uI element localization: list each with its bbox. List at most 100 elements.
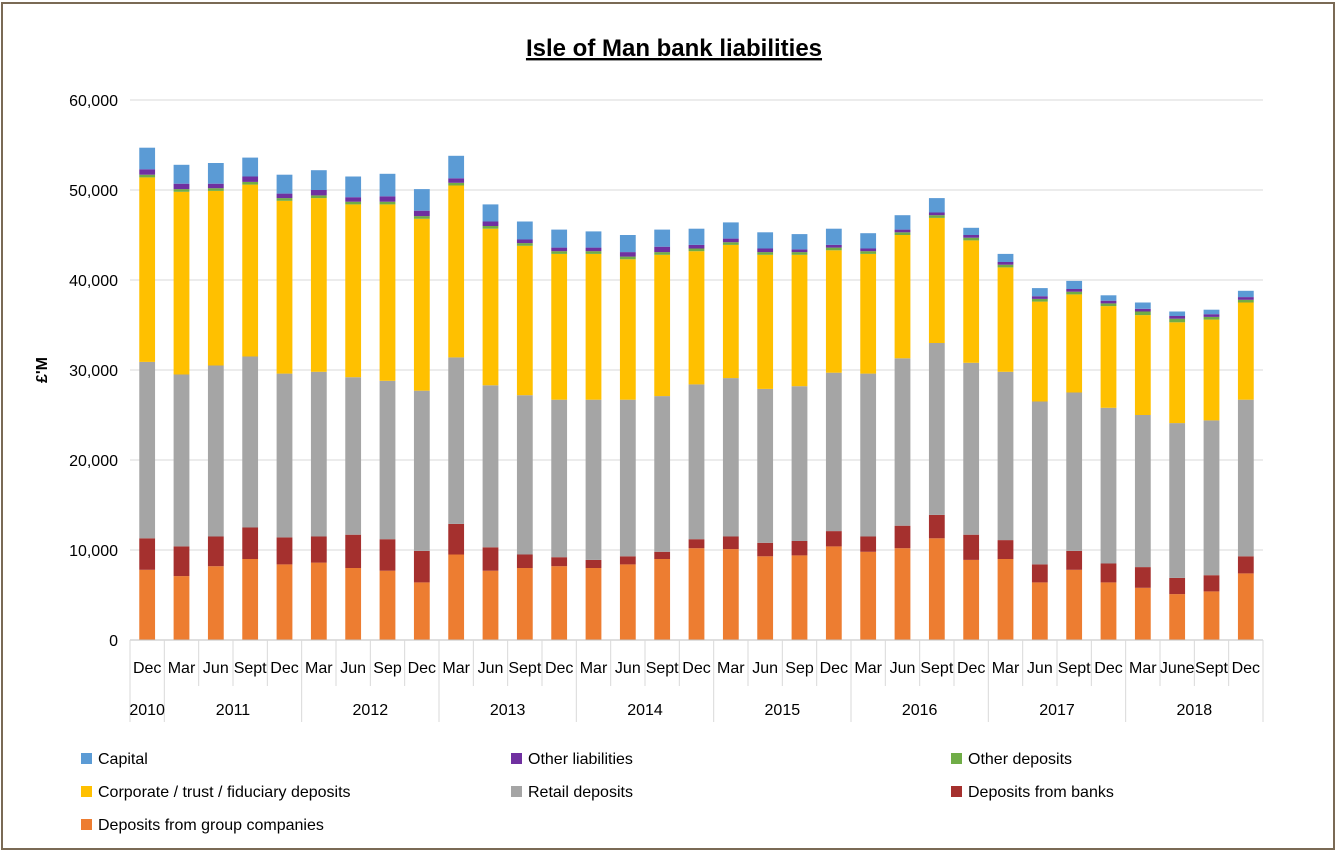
bar-segment [894,548,911,640]
legend-label: Capital [98,751,148,768]
bar-segment [173,189,190,192]
x-category-label: Mar [305,660,333,677]
bar-segment [825,546,842,640]
bar-segment [413,216,430,219]
y-tick-label: 0 [109,633,118,650]
bar-segment [310,536,327,563]
bar-segment [619,564,636,640]
bar-segment [1237,399,1254,557]
bar-segment [619,259,636,400]
bar-segment [1237,302,1254,400]
bar-segment [345,201,362,205]
x-category-label: Sept [1058,660,1091,677]
bar-segment [1134,315,1151,415]
y-axis-label: £'M [34,357,51,383]
legend-label: Other deposits [968,751,1072,768]
bar-segment [242,157,259,177]
chart-svg: Isle of Man bank liabilities £'M 0 10,000… [34,35,1264,834]
bar-segment [894,232,911,235]
bar-segment [448,178,465,183]
x-category-label: Mar [580,660,608,677]
bar-segment [173,191,190,375]
bar-segment [139,538,156,570]
bar-segment [860,536,877,552]
bar-segment [997,540,1014,559]
x-category-label: Mar [168,660,196,677]
y-tick-label: 10,000 [69,543,118,560]
bar-segment [139,177,156,362]
bar-segment [276,174,293,194]
bar-segment [928,538,945,640]
bar-segment [173,164,190,184]
bar-segment [963,559,980,640]
bar-segment [345,377,362,535]
bar-segment [1203,591,1220,640]
x-category-label: Dec [270,660,298,677]
bar-segment [345,197,362,202]
bar-segment [448,554,465,640]
bar-segment [173,546,190,577]
bar-segment [207,536,224,567]
bars [139,147,1254,640]
bar-segment [1169,594,1186,640]
bar-segment [791,234,808,250]
bar-segment [1031,296,1048,299]
bar-segment [379,196,396,202]
x-year-label: 2010 [129,702,165,719]
bar-segment [207,190,224,366]
bar-segment [379,380,396,540]
bar-segment [482,226,499,229]
bar-segment [825,228,842,245]
bar-segment [448,182,465,186]
x-category-label: Sept [920,660,953,677]
bar-segment [551,251,568,254]
bar-segment [1169,577,1186,595]
x-category-label: Mar [717,660,745,677]
bar-segment [448,155,465,179]
x-category-label: Jun [752,660,778,677]
legend-swatch [511,786,522,797]
bar-segment [448,185,465,358]
bar-segment [242,181,259,185]
bar-segment [276,564,293,640]
x-category-label: Jun [890,660,916,677]
x-category-label: Jun [1027,660,1053,677]
bar-segment [722,549,739,640]
x-category-label: Sept [646,660,679,677]
bar-segment [654,396,671,552]
bar-segment [928,514,945,539]
bar-segment [1100,563,1117,583]
bar-segment [585,253,602,400]
bar-segment [482,547,499,571]
bar-segment [310,562,327,640]
bar-segment [276,537,293,565]
x-category-label: Jun [478,660,504,677]
bar-segment [1100,306,1117,408]
bar-segment [963,227,980,235]
bar-segment [379,201,396,205]
x-category-label: Mar [992,660,1020,677]
bar-segment [688,548,705,640]
bar-segment [757,388,774,543]
bar-segment [619,235,636,253]
bar-segment [1100,300,1117,304]
x-year-label: 2012 [353,702,389,719]
x-category-label: Jun [203,660,229,677]
bar-segment [963,235,980,238]
bar-segment [413,189,430,211]
bar-segment [379,204,396,381]
bar-segment [894,235,911,359]
bar-segment [619,252,636,257]
x-year-label: 2014 [627,702,663,719]
bar-segment [1031,401,1048,565]
bar-segment [379,570,396,640]
bar-segment [1237,290,1254,298]
bar-segment [139,147,156,170]
bar-segment [1134,302,1151,309]
bar-segment [585,559,602,568]
y-tick-label: 40,000 [69,273,118,290]
x-category-label: Dec [133,660,161,677]
bar-segment [276,198,293,201]
bar-segment [207,188,224,191]
bar-segment [688,228,705,245]
